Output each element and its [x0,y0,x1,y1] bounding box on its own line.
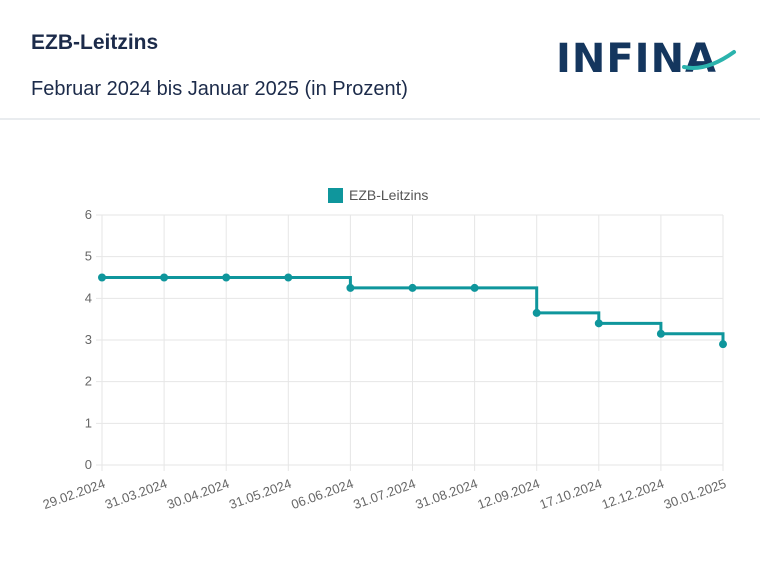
y-tick-label: 1 [85,415,92,430]
legend-label: EZB-Leitzins [349,187,428,203]
logo-swoosh-icon [682,50,736,70]
data-point [98,273,106,282]
data-point [160,273,169,282]
data-point [594,319,603,328]
logo-text: INFINA [556,36,717,78]
data-point [222,273,231,282]
data-point [719,340,727,349]
x-tick-label: 12.12.2024 [600,476,666,512]
grid [96,214,724,471]
data-point [470,283,479,292]
infina-logo: INFINA [556,36,736,78]
legend-swatch [328,188,343,203]
x-tick-label: 29.02.2024 [41,476,107,512]
x-tick-label: 31.03.2024 [103,476,169,512]
series-ezb-leitzins [98,273,727,349]
x-tick-label: 06.06.2024 [289,476,355,512]
x-tick-label: 30.04.2024 [165,476,231,512]
data-point [532,308,541,317]
y-tick-label: 0 [85,457,92,472]
axes: 012345629.02.202431.03.202430.04.202431.… [41,207,728,512]
y-tick-label: 3 [85,332,92,347]
data-point [284,273,293,282]
y-tick-label: 5 [85,249,92,264]
x-tick-label: 30.01.2025 [662,476,728,512]
page-subtitle: Februar 2024 bis Januar 2025 (in Prozent… [31,78,408,100]
data-point [346,283,355,292]
y-tick-label: 2 [85,374,92,389]
x-tick-label: 31.05.2024 [227,476,293,512]
data-point [656,329,665,338]
y-tick-label: 6 [85,207,92,222]
y-tick-label: 4 [85,290,92,305]
header: EZB-Leitzins Februar 2024 bis Januar 202… [0,0,760,120]
x-tick-label: 12.09.2024 [475,476,541,512]
series-line [102,276,725,345]
data-point [408,283,417,292]
x-tick-label: 31.08.2024 [413,476,479,512]
x-tick-label: 31.07.2024 [351,476,417,512]
page-title: EZB-Leitzins [31,31,159,54]
x-tick-label: 17.10.2024 [538,476,604,512]
legend[interactable]: EZB-Leitzins [328,187,428,203]
